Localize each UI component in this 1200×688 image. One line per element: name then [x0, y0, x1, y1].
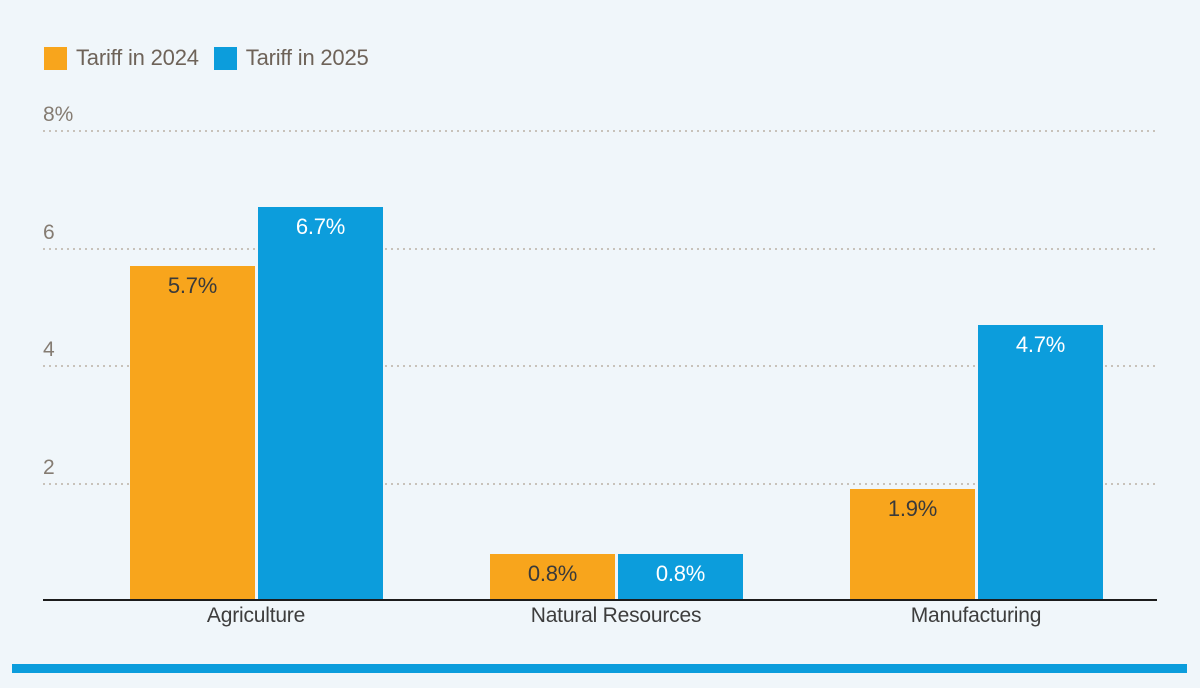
chart-legend: Tariff in 2024 Tariff in 2025: [44, 45, 369, 71]
gridline-4: [43, 365, 1157, 367]
legend-label-2024: Tariff in 2024: [76, 45, 199, 70]
y-tick-label-2: 2: [43, 455, 55, 479]
gridline-8: [43, 130, 1157, 132]
category-label-agriculture: Agriculture: [206, 604, 306, 627]
category-label-manufacturing: Manufacturing: [910, 604, 1042, 627]
bar-value-label: 0.8%: [527, 561, 578, 586]
legend-swatch-2024: [44, 46, 67, 70]
plot-area: 2 4 6 8% 5.7% 6.7% 0.8% 0.8% 1.9% 4.7%: [43, 103, 1157, 601]
category-label-natural-resources: Natural Resources: [530, 604, 702, 627]
bar-value-label: 0.8%: [655, 561, 706, 586]
legend-swatch-2025: [213, 46, 237, 70]
y-tick-label-8: 8%: [43, 103, 74, 126]
bar-value-label: 1.9%: [887, 496, 938, 521]
bar-natural-resources-2024: 0.8%: [490, 554, 615, 601]
bar-agriculture-2024: 5.7%: [130, 266, 255, 601]
bar-manufacturing-2025: 4.7%: [978, 325, 1103, 601]
legend-item-2024: Tariff in 2024: [44, 45, 199, 71]
y-tick-label-4: 4: [43, 338, 55, 361]
bar-value-label: 4.7%: [1015, 332, 1066, 357]
bar-manufacturing-2024: 1.9%: [850, 489, 975, 601]
gridline-6: [43, 247, 1157, 250]
bar-agriculture-2025: 6.7%: [258, 207, 383, 601]
footer-accent-rule: [12, 664, 1187, 673]
legend-label-2025: Tariff in 2025: [245, 45, 369, 70]
x-axis-baseline: [43, 599, 1157, 601]
legend-item-2025: Tariff in 2025: [213, 45, 369, 71]
bar-natural-resources-2025: 0.8%: [618, 554, 743, 601]
bar-value-label: 5.7%: [167, 273, 218, 298]
y-tick-label-6: 6: [43, 220, 55, 244]
bar-value-label: 6.7%: [295, 214, 346, 239]
gridline-2: [43, 482, 1157, 485]
